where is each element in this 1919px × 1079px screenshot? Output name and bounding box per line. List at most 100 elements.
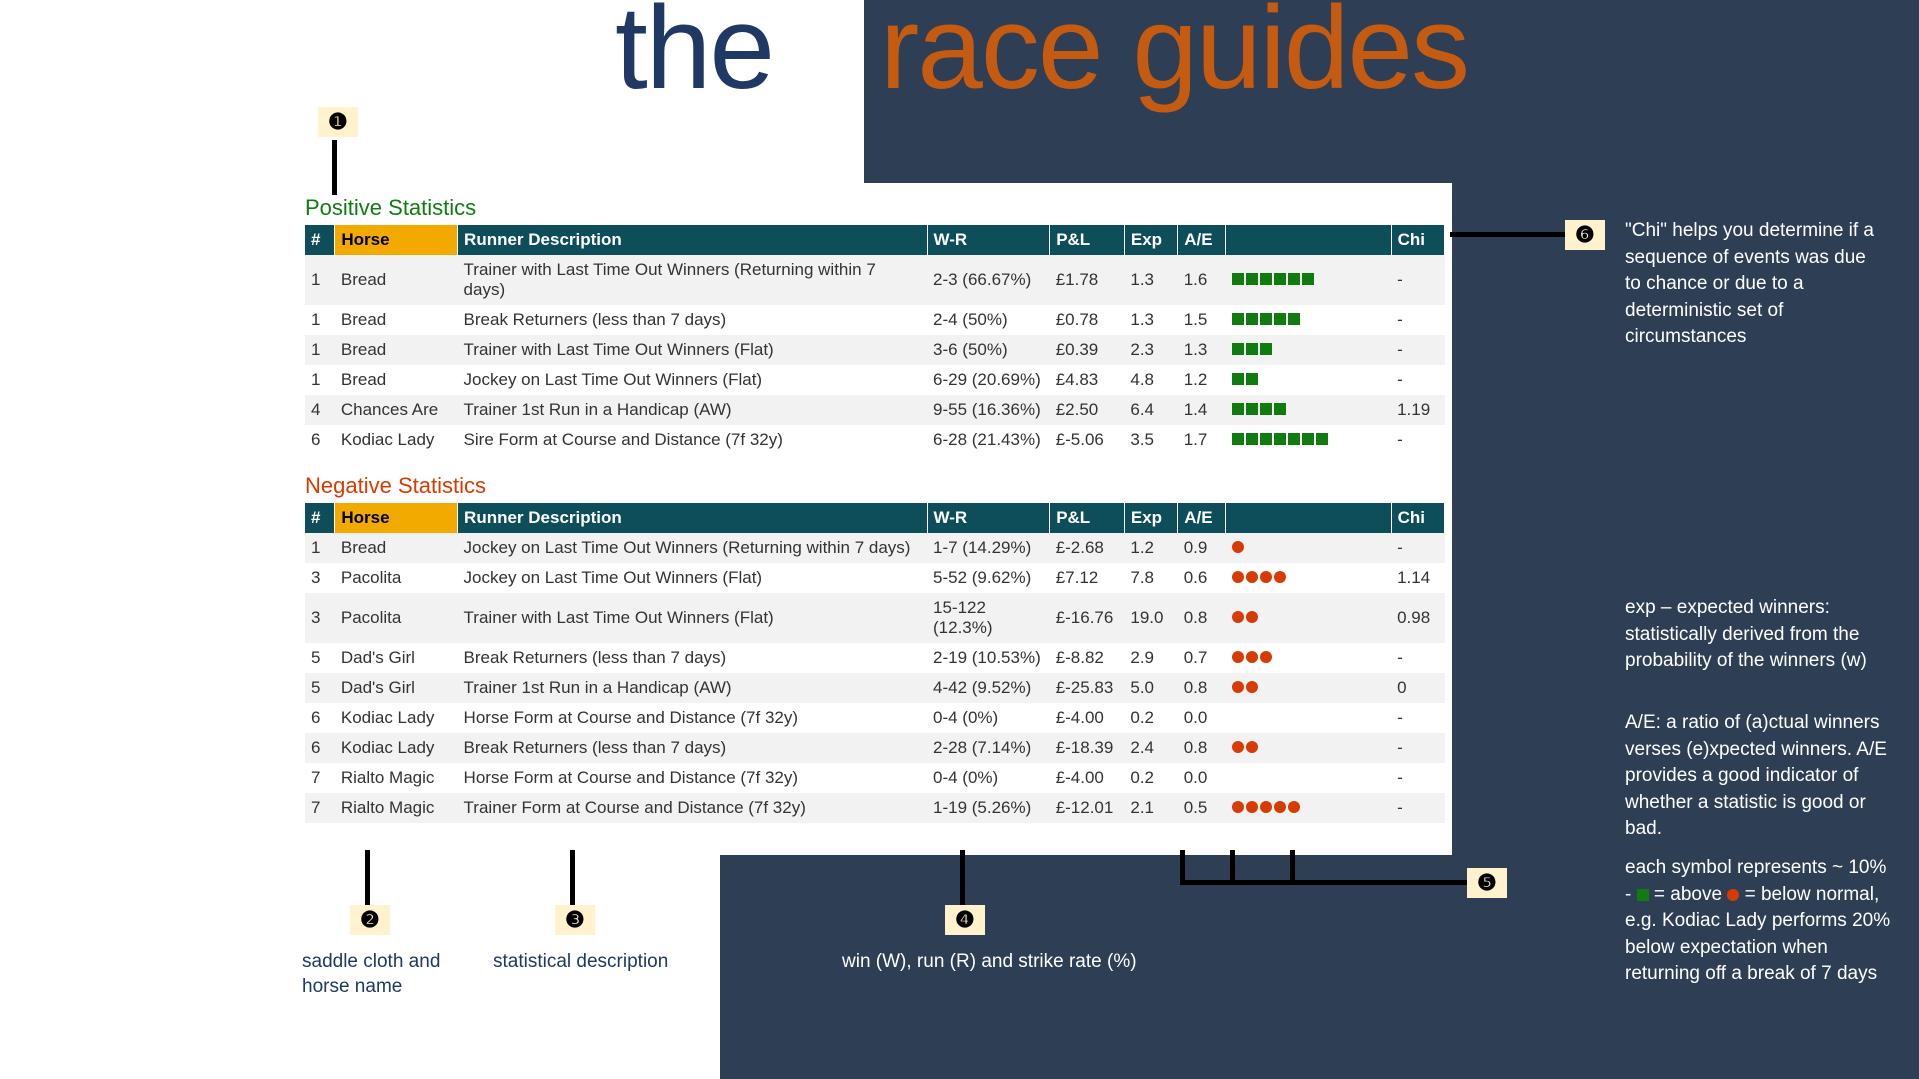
table-cell: -: [1391, 255, 1444, 305]
orange-circle-icon: [1288, 801, 1300, 813]
annotation-5-line-h: [1180, 880, 1467, 885]
table-cell: [1226, 305, 1391, 335]
table-cell: 6.4: [1124, 395, 1177, 425]
annotation-2-text: saddle cloth and horse name: [302, 950, 492, 999]
table-cell: 5: [305, 643, 335, 673]
table-row: 1BreadJockey on Last Time Out Winners (F…: [305, 365, 1445, 395]
orange-circle-icon: [1246, 651, 1258, 663]
green-square-icon: [1260, 313, 1272, 325]
table-cell: 1: [305, 533, 335, 563]
orange-circle-icon: [1274, 801, 1286, 813]
table-cell: -: [1391, 703, 1444, 733]
table-cell: -: [1391, 305, 1444, 335]
table-cell: £-2.68: [1050, 533, 1125, 563]
table-cell: Kodiac Lady: [335, 703, 458, 733]
column-header: Chi: [1391, 503, 1444, 533]
table-cell: [1226, 563, 1391, 593]
table-cell: 1-7 (14.29%): [927, 533, 1050, 563]
table-cell: £-25.83: [1050, 673, 1125, 703]
orange-circle-icon: [1727, 889, 1739, 901]
table-cell: 15-122 (12.3%): [927, 593, 1050, 643]
positive-table: #HorseRunner DescriptionW-RP&LExpA/EChi …: [305, 225, 1445, 455]
green-square-icon: [1288, 433, 1300, 445]
table-cell: Rialto Magic: [335, 793, 458, 823]
green-square-icon: [1260, 433, 1272, 445]
table-cell: [1226, 793, 1391, 823]
table-cell: [1226, 533, 1391, 563]
table-cell: 1-19 (5.26%): [927, 793, 1050, 823]
green-square-icon: [1246, 343, 1258, 355]
table-cell: 7: [305, 793, 335, 823]
title-left: the: [615, 0, 773, 116]
table-cell: Break Returners (less than 7 days): [458, 305, 927, 335]
table-cell: 0.7: [1178, 643, 1226, 673]
table-cell: 0: [1391, 673, 1444, 703]
green-square-icon: [1288, 313, 1300, 325]
orange-circle-icon: [1260, 571, 1272, 583]
table-row: 7Rialto MagicTrainer Form at Course and …: [305, 793, 1445, 823]
column-header: [1226, 225, 1391, 255]
green-square-icon: [1274, 433, 1286, 445]
green-square-icon: [1302, 433, 1314, 445]
table-cell: 9-55 (16.36%): [927, 395, 1050, 425]
table-cell: [1226, 703, 1391, 733]
table-cell: -: [1391, 425, 1444, 455]
orange-circle-icon: [1232, 651, 1244, 663]
table-cell: 3.5: [1124, 425, 1177, 455]
table-cell: 1.3: [1178, 335, 1226, 365]
green-square-icon: [1260, 403, 1272, 415]
table-cell: -: [1391, 643, 1444, 673]
green-square-icon: [1246, 313, 1258, 325]
table-cell: [1226, 643, 1391, 673]
annotation-1-box: ❶: [318, 107, 358, 137]
green-square-icon: [1260, 273, 1272, 285]
green-square-icon: [1260, 343, 1272, 355]
green-square-icon: [1246, 403, 1258, 415]
negative-table: #HorseRunner DescriptionW-RP&LExpA/EChi …: [305, 503, 1445, 823]
table-cell: 1.2: [1124, 533, 1177, 563]
table-cell: Chances Are: [335, 395, 458, 425]
green-square-icon: [1288, 273, 1300, 285]
annotation-6-line: [1450, 232, 1565, 237]
table-cell: £0.39: [1050, 335, 1125, 365]
table-cell: 1.4: [1178, 395, 1226, 425]
table-cell: 0.8: [1178, 593, 1226, 643]
green-square-icon: [1302, 273, 1314, 285]
table-cell: 1.14: [1391, 563, 1444, 593]
table-cell: £-4.00: [1050, 763, 1125, 793]
table-cell: 0.9: [1178, 533, 1226, 563]
side-chi-text: "Chi" helps you determine if a sequence …: [1625, 218, 1875, 351]
column-header: #: [305, 503, 335, 533]
annotation-3-line: [570, 850, 575, 905]
green-square-icon: [1274, 403, 1286, 415]
annotation-3-text: statistical description: [493, 950, 668, 975]
table-cell: Dad's Girl: [335, 673, 458, 703]
orange-circle-icon: [1246, 801, 1258, 813]
table-cell: -: [1391, 763, 1444, 793]
green-square-icon: [1232, 343, 1244, 355]
table-cell: [1226, 425, 1391, 455]
annotation-5-line-v2: [1230, 850, 1235, 885]
table-cell: Rialto Magic: [335, 763, 458, 793]
table-cell: 4-42 (9.52%): [927, 673, 1050, 703]
column-header: Chi: [1391, 225, 1444, 255]
table-cell: 0-4 (0%): [927, 763, 1050, 793]
table-cell: 0.0: [1178, 703, 1226, 733]
table-cell: 1.7: [1178, 425, 1226, 455]
orange-circle-icon: [1246, 571, 1258, 583]
table-cell: Kodiac Lady: [335, 733, 458, 763]
table-cell: 2.9: [1124, 643, 1177, 673]
table-row: 7Rialto MagicHorse Form at Course and Di…: [305, 763, 1445, 793]
column-header: Horse: [335, 225, 458, 255]
table-cell: £7.12: [1050, 563, 1125, 593]
annotation-3-box: ❸: [555, 905, 595, 935]
table-cell: 7: [305, 763, 335, 793]
table-cell: 5.0: [1124, 673, 1177, 703]
table-cell: 19.0: [1124, 593, 1177, 643]
table-cell: 1.19: [1391, 395, 1444, 425]
table-row: 1BreadTrainer with Last Time Out Winners…: [305, 335, 1445, 365]
table-cell: Trainer Form at Course and Distance (7f …: [458, 793, 927, 823]
table-cell: 0.2: [1124, 703, 1177, 733]
table-cell: [1226, 733, 1391, 763]
table-cell: Jockey on Last Time Out Winners (Flat): [458, 365, 927, 395]
